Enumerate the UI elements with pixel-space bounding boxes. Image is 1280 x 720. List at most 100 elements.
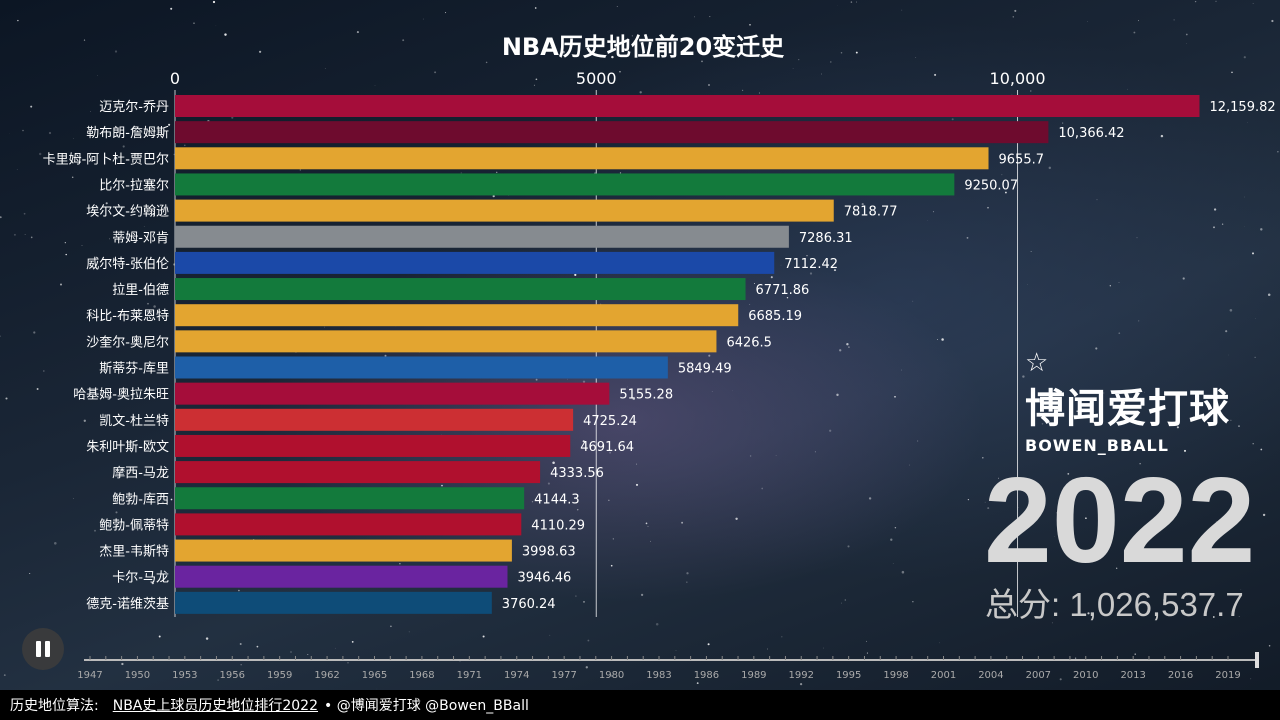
bar — [175, 147, 989, 170]
category-label: 鲍勃-库西 — [112, 491, 169, 507]
category-label: 凯文-杜兰特 — [99, 414, 169, 429]
bar — [175, 513, 522, 536]
timeline-year: 1986 — [694, 670, 719, 681]
timeline-year: 1965 — [362, 670, 387, 681]
timeline-slider[interactable]: 1947 1950 1953 1956 1959 1962 1965 1968 1971 1974… — [0, 640, 1280, 690]
value-label: 3946.46 — [517, 571, 571, 586]
timeline-year: 1959 — [267, 670, 292, 681]
timeline-year: 1968 — [409, 670, 434, 681]
value-label: 7818.77 — [844, 205, 898, 220]
timeline-year: 1998 — [883, 670, 908, 681]
timeline-year: 1989 — [741, 670, 766, 681]
star-icon: ☆ — [1025, 348, 1049, 378]
category-label: 哈基姆-奥拉朱旺 — [73, 388, 169, 403]
value-label: 7286.31 — [799, 231, 853, 246]
value-label: 7112.42 — [784, 257, 838, 272]
algorithm-link[interactable]: NBA史上球员历史地位排行2022 — [112, 698, 319, 714]
brand-subtitle: BOWEN_BBALL — [1025, 436, 1169, 455]
pause-button[interactable] — [22, 628, 64, 670]
chart-title: NBA历史地位前20变迁史 — [502, 33, 785, 61]
category-label: 拉里-伯德 — [112, 283, 169, 298]
timeline-year: 1983 — [646, 670, 671, 681]
bar — [175, 487, 525, 510]
bar — [175, 356, 668, 379]
bar — [175, 565, 508, 588]
category-label: 威尔特-张伯伦 — [86, 257, 169, 272]
timeline-year: 2001 — [931, 670, 956, 681]
value-label: 5849.49 — [678, 362, 732, 377]
value-label: 10,366.42 — [1058, 126, 1124, 141]
x-tick-label: 10,000 — [990, 69, 1046, 88]
bar — [175, 408, 574, 431]
bar — [175, 330, 717, 353]
category-label: 卡里姆-阿卜杜-贾巴尔 — [43, 152, 169, 167]
bar — [175, 461, 541, 484]
category-label: 勒布朗-詹姆斯 — [86, 126, 169, 141]
timeline-year: 2007 — [1026, 670, 1051, 681]
category-label: 蒂姆-邓肯 — [112, 231, 169, 246]
timeline-year: 1971 — [457, 670, 482, 681]
timeline-year: 1956 — [220, 670, 245, 681]
category-label: 杰里-韦斯特 — [99, 545, 169, 560]
category-label: 埃尔文-约翰逊 — [86, 205, 169, 220]
bar — [175, 278, 746, 301]
timeline-handle[interactable] — [1255, 652, 1259, 668]
bar — [175, 121, 1049, 144]
bar — [175, 304, 739, 327]
pause-icon — [36, 641, 41, 657]
value-label: 3998.63 — [522, 545, 576, 560]
timeline-year: 1947 — [77, 670, 102, 681]
footer-suffix: • @博闻爱打球 @Bowen_BBall — [324, 698, 529, 714]
value-label: 12,159.82 — [1209, 100, 1275, 115]
bar — [175, 591, 492, 614]
bar — [175, 199, 834, 222]
value-label: 3760.24 — [502, 597, 556, 612]
timeline-year: 1974 — [504, 670, 529, 681]
timeline-year: 2016 — [1168, 670, 1193, 681]
bar — [175, 382, 610, 405]
timeline-year: 2010 — [1073, 670, 1098, 681]
category-label: 科比-布莱恩特 — [86, 309, 169, 324]
timeline-year: 2004 — [978, 670, 1003, 681]
bar — [175, 173, 955, 196]
bar — [175, 539, 512, 562]
brand-logo: ☆ 博闻爱打球 BOWEN_BBALL — [1025, 350, 1275, 455]
value-label: 4333.56 — [550, 466, 604, 481]
category-label: 朱利叶斯-欧文 — [86, 440, 169, 455]
value-label: 5155.28 — [619, 388, 673, 403]
bar — [175, 434, 571, 457]
brand-name: 博闻爱打球 — [1025, 385, 1230, 432]
value-label: 9655.7 — [999, 152, 1045, 167]
category-label: 德克-诺维茨基 — [86, 597, 169, 612]
bar — [175, 251, 775, 274]
value-label: 6685.19 — [748, 309, 802, 324]
total-score: 总分: 1,026,537.7 — [985, 586, 1244, 623]
value-label: 4725.24 — [583, 414, 637, 429]
category-label: 摩西-马龙 — [112, 465, 169, 481]
category-label: 比尔-拉塞尔 — [99, 177, 169, 193]
category-label: 鲍勃-佩蒂特 — [99, 518, 169, 533]
timeline-year: 1962 — [314, 670, 339, 681]
bar-chart: NBA历史地位前20变迁史 0 5000 10,000 迈克尔-乔丹 12,159.8… — [43, 33, 1275, 614]
category-label: 迈克尔-乔丹 — [99, 100, 169, 115]
category-label: 卡尔-马龙 — [112, 571, 169, 586]
timeline-year: 1980 — [599, 670, 624, 681]
x-tick-label: 5000 — [576, 69, 617, 88]
timeline-year: 1953 — [172, 670, 197, 681]
timeline-year: 2019 — [1215, 670, 1240, 681]
x-tick-label: 0 — [170, 69, 180, 88]
year-display: 2022 — [984, 452, 1256, 588]
bar — [175, 95, 1200, 117]
value-label: 6771.86 — [756, 283, 810, 298]
footer-prefix: 历史地位算法: — [10, 698, 99, 714]
value-label: 6426.5 — [726, 335, 772, 350]
category-label: 斯蒂芬-库里 — [99, 361, 169, 377]
value-label: 9250.07 — [964, 178, 1018, 193]
footer-bar: 历史地位算法: NBA史上球员历史地位排行2022 • @博闻爱打球 @Bowe… — [0, 690, 1280, 720]
value-label: 4110.29 — [531, 518, 585, 533]
value-label: 4691.64 — [580, 440, 634, 455]
bar — [175, 225, 789, 248]
category-label: 沙奎尔-奥尼尔 — [86, 335, 169, 350]
timeline-year: 2013 — [1120, 670, 1145, 681]
timeline-year: 1992 — [789, 670, 814, 681]
